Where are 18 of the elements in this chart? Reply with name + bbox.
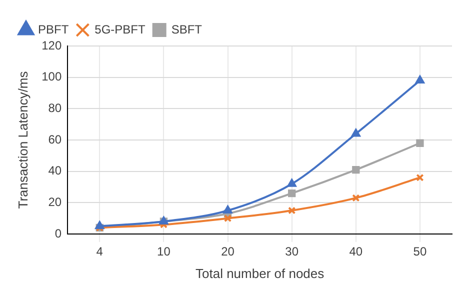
- y-axis-title: Transaction Latency/ms: [15, 70, 30, 209]
- legend-label: 5G-PBFT: [94, 22, 146, 36]
- x-tick-label: 10: [157, 244, 171, 259]
- y-tick-label: 0: [54, 226, 62, 240]
- x-tick-label: 4: [96, 244, 104, 259]
- y-tick-label: 40: [48, 164, 62, 178]
- x-tick-label: 30: [285, 244, 299, 259]
- x-tick-label: 20: [221, 244, 235, 259]
- y-tick-label: 100: [42, 70, 62, 84]
- y-tick-label: 80: [48, 100, 62, 115]
- y-tick-label: 20: [48, 194, 62, 209]
- x-axis-title: Total number of nodes: [195, 266, 325, 281]
- x-tick-label: 50: [413, 244, 427, 259]
- legend-label: SBFT: [171, 22, 203, 36]
- legend-label: PBFT: [38, 22, 70, 36]
- y-tick-label: 60: [48, 132, 62, 146]
- y-tick-label: 120: [42, 38, 62, 52]
- x-tick-label: 40: [349, 244, 363, 259]
